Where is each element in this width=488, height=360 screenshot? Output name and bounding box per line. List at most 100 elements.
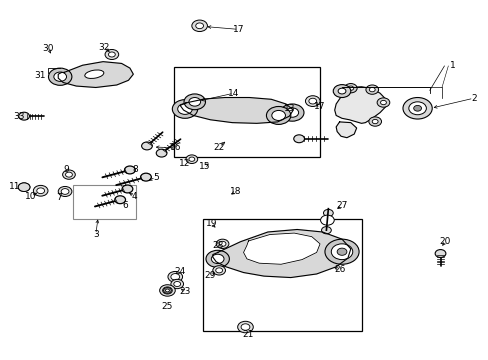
Text: 10: 10	[25, 192, 37, 201]
Text: 2: 2	[470, 94, 475, 103]
Circle shape	[211, 254, 224, 264]
Circle shape	[266, 107, 290, 125]
Circle shape	[347, 86, 353, 90]
Polygon shape	[58, 62, 133, 87]
Bar	[73, 185, 136, 220]
Circle shape	[380, 100, 386, 105]
Circle shape	[173, 282, 180, 287]
Circle shape	[124, 166, 135, 174]
Bar	[203, 220, 361, 330]
Circle shape	[18, 183, 30, 192]
Text: 7: 7	[56, 193, 62, 202]
Circle shape	[344, 84, 356, 93]
Text: 28: 28	[212, 241, 223, 250]
Circle shape	[205, 250, 229, 267]
Ellipse shape	[84, 70, 103, 78]
Text: 30: 30	[42, 44, 54, 53]
Circle shape	[413, 105, 421, 111]
Circle shape	[65, 172, 72, 177]
Circle shape	[105, 49, 119, 59]
Circle shape	[188, 157, 194, 161]
Circle shape	[434, 249, 445, 257]
Circle shape	[54, 72, 66, 81]
Circle shape	[219, 241, 225, 246]
Polygon shape	[335, 122, 356, 138]
Text: 5: 5	[153, 173, 158, 182]
Text: 12: 12	[179, 159, 190, 168]
Circle shape	[330, 244, 352, 260]
Circle shape	[321, 226, 330, 234]
Circle shape	[376, 98, 389, 107]
Circle shape	[191, 20, 207, 32]
Text: 31: 31	[34, 71, 45, 80]
Polygon shape	[212, 229, 350, 278]
Text: 17: 17	[232, 25, 244, 34]
Circle shape	[185, 155, 197, 163]
Text: 14: 14	[227, 89, 239, 98]
Circle shape	[293, 135, 304, 143]
Circle shape	[402, 98, 431, 119]
Text: 3: 3	[93, 230, 99, 239]
Circle shape	[285, 108, 298, 117]
Circle shape	[18, 183, 30, 192]
Circle shape	[115, 196, 125, 204]
Circle shape	[280, 104, 304, 121]
Circle shape	[188, 98, 200, 106]
Circle shape	[172, 100, 197, 118]
Circle shape	[141, 173, 151, 181]
Circle shape	[58, 186, 72, 197]
Text: 22: 22	[213, 143, 224, 152]
Text: 21: 21	[242, 330, 254, 339]
Text: 15: 15	[198, 162, 210, 171]
Text: 19: 19	[205, 219, 217, 228]
Text: 1: 1	[449, 62, 455, 71]
Text: 18: 18	[229, 187, 241, 196]
Polygon shape	[334, 87, 385, 123]
Text: 8: 8	[132, 166, 138, 175]
Circle shape	[308, 98, 316, 104]
Polygon shape	[180, 98, 293, 123]
Text: 26: 26	[333, 265, 345, 274]
Circle shape	[371, 120, 377, 124]
Circle shape	[237, 321, 253, 333]
Text: 16: 16	[169, 143, 181, 152]
Circle shape	[62, 170, 75, 179]
Text: 23: 23	[179, 287, 190, 296]
Circle shape	[170, 274, 179, 280]
Circle shape	[325, 239, 358, 264]
Circle shape	[142, 142, 152, 150]
Circle shape	[177, 104, 192, 114]
Circle shape	[216, 239, 228, 248]
Circle shape	[165, 289, 169, 292]
Circle shape	[332, 85, 350, 98]
Text: 27: 27	[336, 201, 347, 210]
Circle shape	[271, 111, 285, 121]
Circle shape	[33, 185, 48, 196]
Circle shape	[122, 185, 133, 193]
Text: 32: 32	[98, 43, 109, 52]
Circle shape	[163, 288, 171, 293]
Text: 24: 24	[174, 267, 185, 276]
Circle shape	[408, 102, 426, 115]
Circle shape	[241, 324, 249, 330]
Text: 20: 20	[439, 237, 450, 246]
Bar	[173, 67, 320, 157]
Circle shape	[368, 87, 374, 92]
Circle shape	[365, 85, 378, 94]
Circle shape	[323, 210, 332, 217]
Circle shape	[212, 266, 225, 275]
Circle shape	[159, 285, 175, 296]
Circle shape	[167, 271, 182, 282]
Circle shape	[337, 88, 345, 94]
Circle shape	[170, 279, 183, 289]
Text: 33: 33	[14, 112, 25, 121]
Text: 25: 25	[162, 302, 173, 311]
Text: 11: 11	[9, 182, 20, 191]
Circle shape	[195, 23, 203, 29]
Circle shape	[162, 287, 172, 294]
Circle shape	[183, 94, 205, 110]
Circle shape	[21, 185, 27, 189]
Circle shape	[305, 96, 320, 107]
Circle shape	[61, 189, 69, 194]
Circle shape	[48, 68, 72, 85]
